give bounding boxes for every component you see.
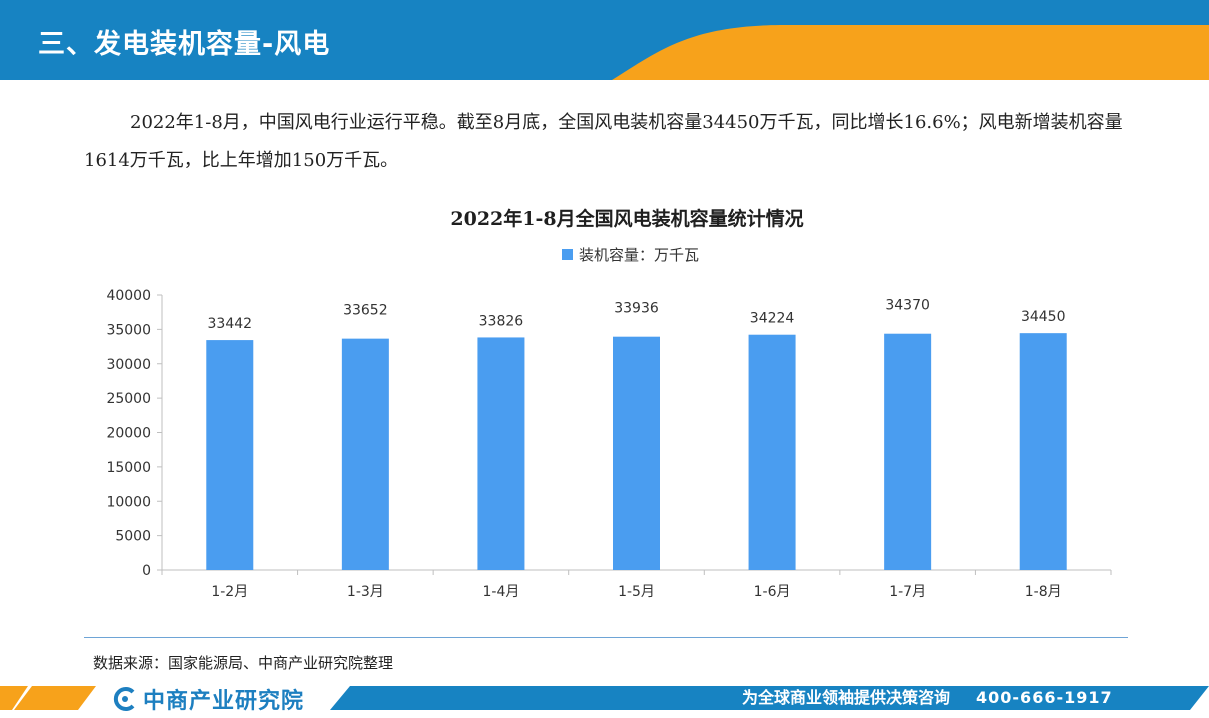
data-label: 34370 <box>885 298 930 314</box>
x-axis: 1-2月 1-3月 1-4月 1-5月 1-6月 1-7月 1-8月 <box>161 569 1112 600</box>
data-label: 33442 <box>208 316 253 332</box>
footer-background <box>0 686 1209 710</box>
y-tick-label: 25000 <box>106 391 151 407</box>
bar <box>206 340 254 570</box>
x-tick-label: 1-6月 <box>754 584 791 600</box>
y-tick-label: 10000 <box>106 494 151 510</box>
header-background <box>0 0 1209 80</box>
legend-label: 装机容量：万千瓦 <box>579 245 700 264</box>
x-tick-label: 1-7月 <box>889 584 926 600</box>
bar <box>748 334 796 570</box>
bar-chart: 0 5000 10000 15000 20000 25000 30000 35000 40000… <box>106 288 1112 600</box>
chart-legend: 装机容量：万千瓦 <box>562 244 699 264</box>
data-labels: 33442 33652 33826 33936 34224 34370 34450 <box>208 298 1066 332</box>
x-tick-label: 1-8月 <box>1025 584 1062 600</box>
page-title: 三、发电装机容量-风电 <box>38 29 331 60</box>
company-logo-icon <box>113 687 135 711</box>
y-tick-label: 15000 <box>106 460 151 476</box>
data-label: 34450 <box>1021 309 1066 325</box>
chart-title: 2022年1-8月全国风电装机容量统计情况 <box>450 208 804 230</box>
footer-logo: 中商产业研究院 <box>112 683 304 715</box>
y-tick-label: 0 <box>142 563 151 579</box>
footer-contact: 为全球商业领袖提供决策咨询 400-666-1917 <box>742 684 1113 708</box>
source-divider <box>84 637 1128 638</box>
data-label: 33826 <box>479 313 524 329</box>
bar <box>1019 333 1067 570</box>
y-tick-label: 35000 <box>106 322 151 338</box>
y-axis: 0 5000 10000 15000 20000 25000 30000 35000 40000 <box>106 288 163 579</box>
x-tick-label: 1-5月 <box>618 584 655 600</box>
data-source: 数据来源：国家能源局、中商产业研究院整理 <box>93 654 394 672</box>
data-label: 33652 <box>343 303 388 319</box>
footer-bar <box>0 680 1209 718</box>
y-tick-label: 5000 <box>115 529 151 545</box>
x-tick-label: 1-3月 <box>347 584 384 600</box>
bar <box>613 336 660 570</box>
bar <box>341 338 389 570</box>
footer-brand: 中商产业研究院 <box>143 689 305 714</box>
y-tick-label: 30000 <box>106 357 151 373</box>
bar <box>477 337 525 570</box>
bar <box>884 333 932 570</box>
footer-slogan: 为全球商业领袖提供决策咨询 <box>742 688 951 707</box>
y-tick-label: 40000 <box>106 288 151 304</box>
legend-swatch <box>562 248 573 260</box>
x-tick-label: 1-2月 <box>211 584 248 600</box>
data-label: 34224 <box>750 311 795 327</box>
x-tick-label: 1-4月 <box>482 584 519 600</box>
intro-paragraph: 2022年1-8月，中国风电行业运行平稳。截至8月底，全国风电装机容量34450… <box>84 112 1123 171</box>
header-banner: 三、发电装机容量-风电 <box>0 0 1209 80</box>
footer-phone: 400-666-1917 <box>976 688 1113 707</box>
data-label: 33936 <box>614 301 659 317</box>
y-tick-label: 20000 <box>106 426 151 442</box>
bars <box>206 333 1067 570</box>
